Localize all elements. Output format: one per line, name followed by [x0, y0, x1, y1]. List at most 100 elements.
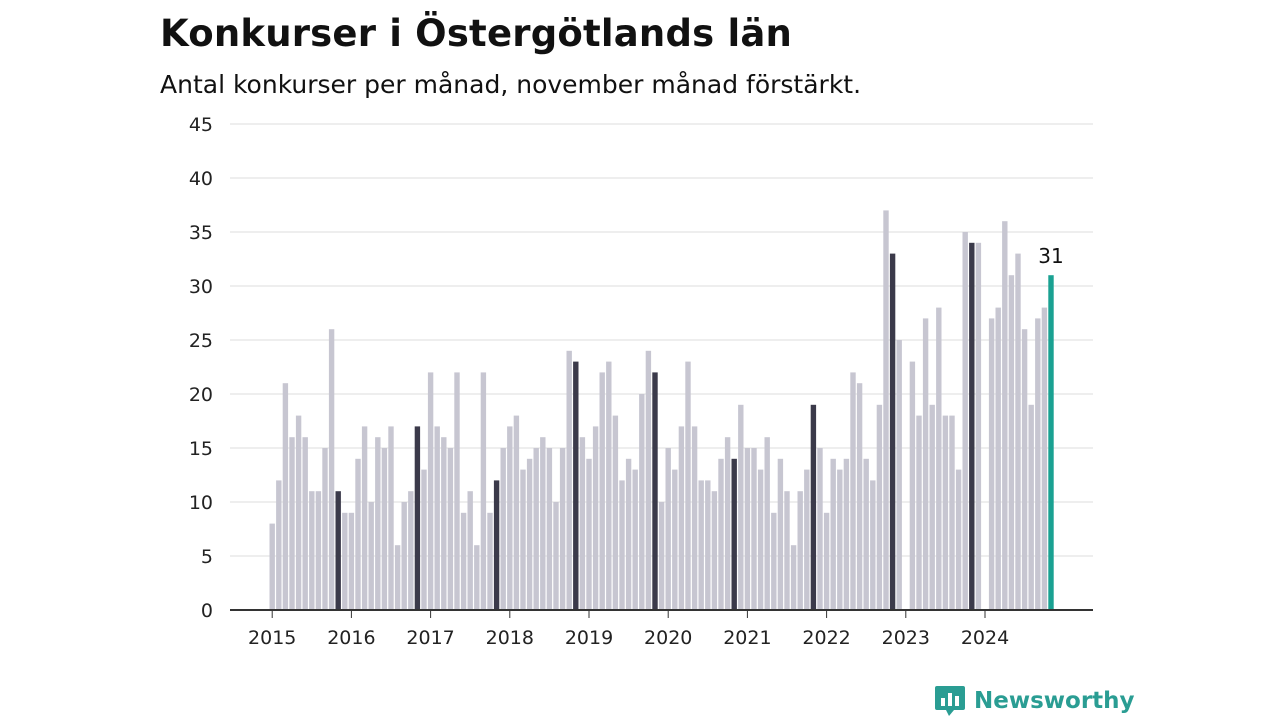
bar	[507, 426, 513, 610]
bar	[487, 512, 493, 610]
bar	[342, 512, 348, 610]
bar	[863, 458, 869, 610]
bar	[817, 448, 823, 610]
bars	[269, 210, 1054, 611]
x-tick-label: 2022	[802, 627, 850, 649]
y-tick-label: 30	[189, 276, 213, 298]
x-tick-label: 2015	[248, 627, 296, 649]
bar-november	[731, 458, 737, 610]
bar	[639, 394, 645, 610]
bar	[289, 437, 295, 610]
bar-november	[335, 491, 341, 610]
bar	[790, 545, 797, 610]
bar	[421, 469, 427, 610]
bar	[441, 437, 447, 610]
bar	[804, 469, 810, 610]
x-tick-label: 2018	[486, 627, 534, 649]
bar	[533, 448, 539, 610]
y-tick-label: 10	[189, 492, 213, 514]
bar	[995, 307, 1001, 610]
bar	[870, 480, 876, 610]
bar	[599, 372, 605, 610]
bar	[1028, 404, 1034, 610]
bar	[757, 469, 764, 610]
bar	[777, 458, 784, 610]
bar	[724, 437, 731, 610]
bar	[850, 372, 856, 610]
bar	[896, 340, 902, 610]
bar	[434, 426, 440, 610]
bar	[764, 437, 770, 610]
bar	[975, 242, 982, 611]
bar	[328, 329, 335, 610]
bar	[936, 307, 942, 610]
bar	[480, 372, 487, 610]
bar	[955, 469, 962, 610]
chart-subtitle: Antal konkurser per månad, november måna…	[160, 70, 862, 99]
bar	[784, 491, 790, 610]
bar-november	[969, 242, 975, 611]
x-tick-label: 2021	[723, 627, 771, 649]
bar	[830, 458, 836, 610]
bar	[1021, 329, 1028, 610]
bar	[592, 426, 599, 610]
brand-name: Newsworthy	[974, 688, 1135, 714]
bar	[797, 491, 803, 610]
bar	[1008, 275, 1015, 610]
bar	[401, 502, 407, 610]
bar	[665, 448, 671, 610]
bar-november	[573, 361, 579, 610]
bar	[269, 523, 275, 610]
bar	[645, 350, 652, 610]
bar	[922, 318, 929, 610]
y-tick-label: 5	[201, 546, 213, 568]
bar	[691, 426, 698, 610]
bar	[566, 350, 572, 610]
bar	[1015, 253, 1021, 610]
x-tick-label: 2017	[406, 627, 454, 649]
bar	[1002, 221, 1008, 610]
bar	[856, 383, 863, 610]
bar	[520, 469, 526, 610]
bar	[705, 480, 711, 610]
bar	[454, 372, 460, 610]
y-tick-label: 0	[201, 600, 213, 622]
bar	[751, 448, 757, 610]
bar-november	[414, 426, 421, 610]
bar	[579, 437, 586, 610]
bar	[744, 448, 751, 610]
bar	[394, 545, 401, 610]
bar	[368, 502, 374, 610]
bar	[678, 426, 685, 610]
bar	[282, 383, 289, 610]
bar	[586, 458, 592, 610]
bar	[1035, 318, 1041, 610]
bar	[698, 480, 704, 610]
bar	[322, 448, 328, 610]
newsworthy-logo-icon	[935, 686, 965, 716]
latest-value-label: 31	[1038, 244, 1063, 268]
bar	[685, 361, 691, 610]
bar	[276, 480, 282, 610]
bar-november	[493, 480, 500, 610]
chart-title: Konkurser i Östergötlands län	[160, 12, 793, 55]
bar	[711, 491, 718, 610]
bar	[513, 415, 520, 610]
bar	[355, 458, 361, 610]
bar	[823, 512, 830, 610]
bar	[348, 512, 355, 610]
bar	[612, 415, 619, 610]
bar	[500, 448, 506, 610]
x-tick-label: 2024	[961, 627, 1009, 649]
bar	[909, 361, 916, 610]
bar	[988, 318, 995, 610]
bar	[447, 448, 454, 610]
y-tick-label: 45	[189, 114, 213, 136]
brand-logo: Newsworthy	[934, 684, 1135, 718]
bar	[606, 361, 612, 610]
bar-november	[652, 372, 658, 610]
bar	[837, 469, 843, 610]
bar	[388, 426, 394, 610]
bar	[460, 512, 467, 610]
x-tick-label: 2016	[327, 627, 375, 649]
